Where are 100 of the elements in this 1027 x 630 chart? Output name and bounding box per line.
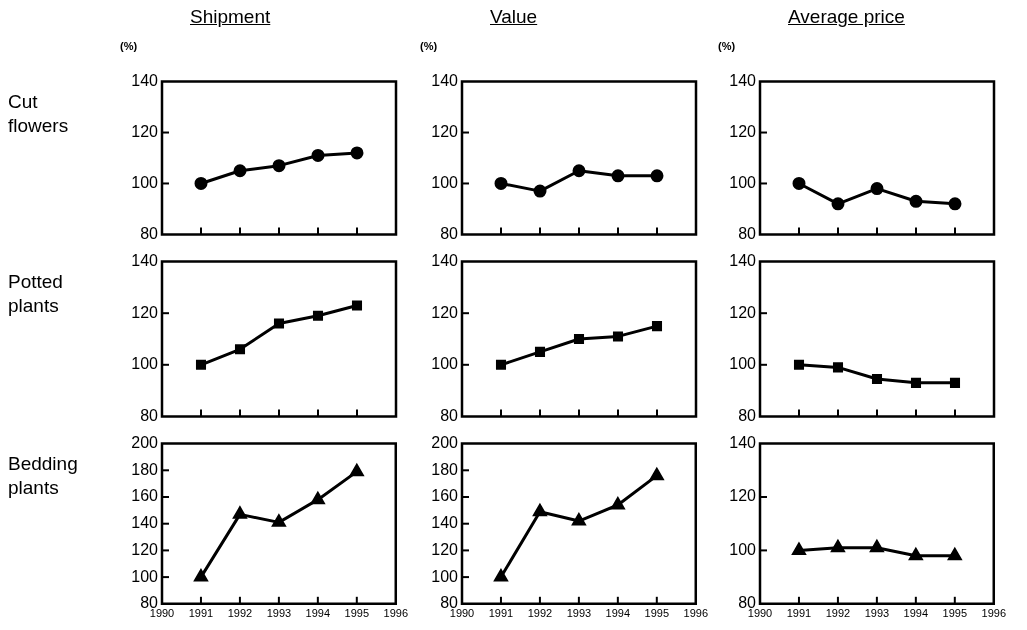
x-tick-label: 1995 [942, 607, 968, 620]
x-tick-label: 1996 [981, 607, 1007, 620]
point [350, 464, 364, 477]
y-axis-title: (%) [718, 40, 736, 52]
point [573, 333, 585, 345]
y-tick-label: 80 [440, 224, 459, 242]
point [194, 569, 208, 582]
y-tick-label: 120 [431, 122, 459, 140]
point [650, 468, 664, 481]
y-tick-label: 160 [131, 487, 159, 505]
point [494, 569, 508, 582]
x-tick-label: 1992 [227, 607, 253, 620]
x-tick-label: 1994 [605, 607, 631, 620]
x-tick-label: 1994 [305, 607, 331, 620]
y-tick-label: 180 [431, 460, 459, 478]
chart-title: Shipment [190, 6, 271, 28]
point [831, 540, 845, 553]
y-tick-label: 180 [131, 460, 159, 478]
y-tick-label: 100 [431, 567, 459, 585]
y-tick-label: 120 [729, 122, 757, 140]
y-tick-label: 100 [131, 567, 159, 585]
y-tick-label: 80 [140, 406, 159, 424]
y-tick-label: 160 [431, 487, 459, 505]
y-tick-label: 100 [729, 355, 757, 373]
y-tick-label: 120 [131, 122, 159, 140]
point [272, 159, 286, 173]
point [351, 300, 363, 311]
y-tick-label: 140 [431, 514, 459, 532]
point [533, 504, 547, 517]
point [948, 548, 962, 561]
y-tick-label: 80 [738, 224, 757, 242]
point [195, 359, 207, 370]
x-tick-label: 1996 [683, 607, 709, 620]
y-tick-label: 80 [738, 406, 757, 424]
point [871, 373, 883, 385]
point [870, 182, 884, 196]
y-tick-label: 140 [431, 252, 459, 270]
point [870, 540, 884, 553]
point [611, 497, 625, 510]
y-tick-label: 100 [431, 355, 459, 373]
y-axis-title: (%) [420, 40, 438, 52]
point [533, 184, 547, 198]
chart-title: Average price [788, 6, 905, 28]
point [311, 148, 325, 162]
point [194, 176, 208, 190]
x-tick-label: 1995 [644, 607, 670, 620]
point [612, 331, 624, 342]
point [311, 492, 325, 505]
point [233, 506, 247, 519]
x-tick-label: 1991 [188, 607, 214, 620]
x-tick-label: 1990 [149, 607, 175, 620]
y-tick-label: 120 [131, 540, 159, 558]
y-tick-label: 140 [729, 252, 757, 270]
point [909, 194, 923, 208]
y-tick-label: 100 [131, 173, 159, 191]
y-tick-label: 80 [440, 406, 459, 424]
y-tick-label: 120 [131, 303, 159, 321]
point [233, 164, 247, 178]
y-tick-label: 100 [131, 355, 159, 373]
point [234, 344, 246, 355]
point [949, 377, 961, 388]
point [312, 310, 324, 321]
point [948, 197, 962, 211]
y-tick-label: 100 [431, 173, 459, 191]
chart-title: Value [490, 6, 538, 28]
point [611, 169, 625, 183]
text: Bedding plants [8, 452, 79, 500]
y-tick-label: 120 [431, 540, 459, 558]
point [495, 359, 507, 370]
point [273, 318, 285, 329]
y-tick-label: 120 [431, 303, 459, 321]
y-tick-label: 200 [131, 434, 159, 452]
x-tick-label: 1992 [527, 607, 553, 620]
point [831, 197, 845, 211]
point [910, 377, 922, 388]
point [572, 164, 586, 178]
text: Cut flowers [8, 90, 70, 138]
point [650, 169, 664, 183]
x-tick-label: 1993 [566, 607, 592, 620]
y-tick-label: 100 [729, 173, 757, 191]
point [272, 514, 286, 527]
y-tick-label: 140 [131, 72, 159, 90]
point [793, 359, 805, 370]
point [572, 513, 586, 526]
text: Potted plants [8, 270, 64, 318]
point [792, 176, 806, 190]
x-tick-label: 1990 [747, 607, 773, 620]
y-tick-label: 120 [729, 487, 757, 505]
point [494, 176, 508, 190]
x-tick-label: 1993 [864, 607, 890, 620]
y-tick-label: 120 [729, 303, 757, 321]
x-tick-label: 1992 [825, 607, 851, 620]
y-tick-label: 80 [140, 224, 159, 242]
x-tick-label: 1995 [344, 607, 370, 620]
point [651, 321, 663, 332]
x-tick-label: 1996 [383, 607, 409, 620]
point [909, 548, 923, 561]
x-tick-label: 1991 [488, 607, 514, 620]
x-tick-label: 1993 [266, 607, 292, 620]
point [350, 146, 364, 160]
